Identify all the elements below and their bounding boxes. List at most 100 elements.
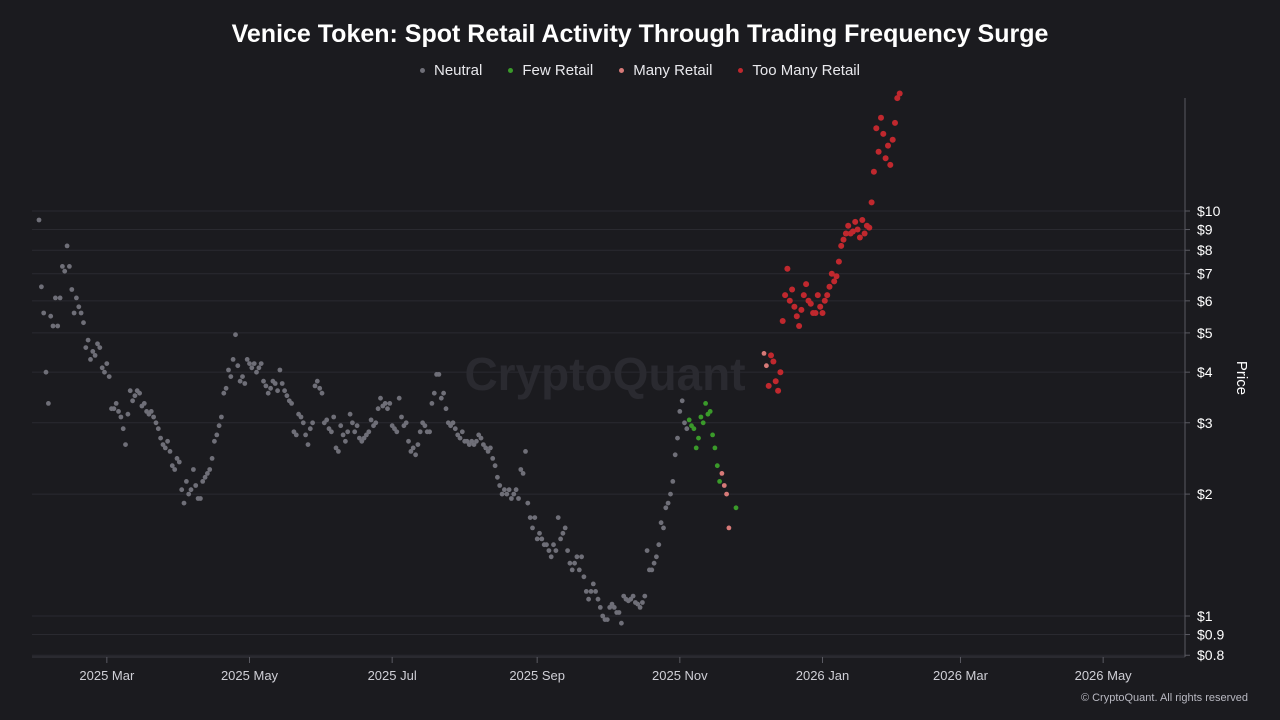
legend-item-too-many-retail[interactable]: Too Many Retail [738, 62, 860, 79]
data-point-too-many-retail[interactable] [803, 281, 810, 288]
data-point-neutral[interactable] [583, 589, 589, 594]
data-point-neutral[interactable] [354, 423, 360, 429]
data-point-neutral[interactable] [303, 432, 308, 438]
data-point-neutral[interactable] [268, 385, 273, 391]
data-point-many-retail[interactable] [719, 471, 725, 476]
data-point-neutral[interactable] [635, 601, 641, 607]
data-point-neutral[interactable] [228, 374, 234, 379]
data-point-few-retail[interactable] [691, 426, 697, 432]
data-point-neutral[interactable] [525, 500, 531, 506]
data-point-neutral[interactable] [329, 429, 334, 435]
data-point-too-many-retail[interactable] [833, 273, 840, 280]
data-point-neutral[interactable] [668, 491, 673, 497]
data-point-neutral[interactable] [67, 264, 72, 269]
data-point-neutral[interactable] [593, 589, 598, 594]
data-point-few-retail[interactable] [707, 409, 713, 414]
data-point-neutral[interactable] [88, 357, 93, 362]
data-point-neutral[interactable] [247, 361, 252, 366]
data-point-neutral[interactable] [219, 414, 224, 420]
data-point-neutral[interactable] [85, 337, 91, 343]
data-point-too-many-retail[interactable] [868, 199, 875, 206]
data-point-neutral[interactable] [658, 520, 664, 526]
data-point-too-many-retail[interactable] [875, 148, 882, 155]
data-point-neutral[interactable] [347, 411, 353, 417]
data-point-neutral[interactable] [92, 353, 98, 358]
data-point-too-many-retail[interactable] [896, 90, 903, 97]
data-point-neutral[interactable] [324, 417, 330, 423]
data-point-neutral[interactable] [604, 617, 610, 622]
data-point-neutral[interactable] [207, 467, 213, 472]
data-point-neutral[interactable] [396, 395, 402, 401]
legend-item-neutral[interactable]: Neutral [420, 62, 482, 79]
data-point-neutral[interactable] [188, 487, 194, 493]
data-point-neutral[interactable] [422, 423, 428, 429]
data-point-neutral[interactable] [106, 374, 112, 379]
data-point-too-many-retail[interactable] [831, 278, 838, 285]
data-point-too-many-retail[interactable] [814, 292, 821, 299]
data-point-too-many-retail[interactable] [812, 310, 819, 316]
data-point-too-many-retail[interactable] [870, 168, 877, 175]
data-point-too-many-retail[interactable] [765, 382, 772, 389]
data-point-few-retail[interactable] [733, 505, 739, 511]
data-point-neutral[interactable] [474, 438, 479, 444]
data-point-neutral[interactable] [221, 390, 227, 396]
data-point-neutral[interactable] [254, 369, 259, 375]
data-point-neutral[interactable] [64, 243, 70, 249]
data-point-too-many-retail[interactable] [772, 378, 779, 385]
data-point-neutral[interactable] [235, 363, 241, 369]
data-point-neutral[interactable] [649, 567, 655, 573]
data-point-too-many-retail[interactable] [885, 142, 891, 149]
data-point-neutral[interactable] [513, 487, 519, 493]
data-point-too-many-retail[interactable] [775, 387, 782, 394]
data-point-neutral[interactable] [548, 554, 554, 560]
data-point-neutral[interactable] [499, 491, 505, 497]
data-point-neutral[interactable] [172, 467, 178, 472]
data-point-neutral[interactable] [331, 414, 337, 420]
data-point-neutral[interactable] [457, 435, 463, 441]
data-point-neutral[interactable] [298, 414, 304, 420]
data-point-neutral[interactable] [670, 479, 676, 484]
data-point-neutral[interactable] [123, 442, 128, 447]
data-point-neutral[interactable] [148, 409, 154, 414]
data-point-too-many-retail[interactable] [777, 369, 784, 376]
data-point-neutral[interactable] [102, 369, 107, 375]
data-point-neutral[interactable] [534, 536, 540, 542]
data-point-few-retail[interactable] [712, 445, 718, 451]
data-point-neutral[interactable] [385, 406, 390, 412]
data-point-neutral[interactable] [116, 409, 121, 414]
data-point-too-many-retail[interactable] [819, 310, 826, 316]
data-point-neutral[interactable] [256, 365, 262, 371]
data-point-neutral[interactable] [179, 487, 185, 493]
data-point-neutral[interactable] [511, 491, 517, 497]
data-point-neutral[interactable] [162, 445, 168, 451]
data-point-too-many-retail[interactable] [835, 258, 842, 265]
data-point-neutral[interactable] [223, 385, 229, 391]
data-point-too-many-retail[interactable] [786, 297, 793, 304]
data-point-neutral[interactable] [581, 574, 587, 580]
data-point-too-many-retail[interactable] [793, 313, 800, 320]
data-point-neutral[interactable] [441, 390, 446, 396]
data-point-neutral[interactable] [471, 442, 477, 447]
data-point-too-many-retail[interactable] [779, 318, 786, 324]
data-point-neutral[interactable] [567, 560, 573, 566]
data-point-too-many-retail[interactable] [878, 114, 884, 121]
data-point-neutral[interactable] [429, 401, 435, 406]
data-point-neutral[interactable] [590, 581, 596, 587]
data-point-neutral[interactable] [193, 483, 199, 488]
data-point-too-many-retail[interactable] [873, 125, 880, 132]
data-point-neutral[interactable] [209, 456, 215, 461]
data-point-neutral[interactable] [258, 361, 264, 366]
data-point-many-retail[interactable] [726, 525, 732, 531]
data-point-neutral[interactable] [57, 295, 63, 301]
data-point-neutral[interactable] [595, 596, 601, 602]
data-point-neutral[interactable] [408, 449, 414, 454]
data-point-neutral[interactable] [336, 449, 341, 454]
data-point-neutral[interactable] [495, 474, 500, 480]
data-point-neutral[interactable] [569, 567, 575, 573]
data-point-neutral[interactable] [153, 420, 159, 426]
data-point-neutral[interactable] [661, 525, 666, 531]
data-point-neutral[interactable] [263, 383, 269, 389]
data-point-too-many-retail[interactable] [821, 297, 828, 304]
data-point-neutral[interactable] [588, 589, 594, 594]
data-point-neutral[interactable] [394, 429, 400, 435]
